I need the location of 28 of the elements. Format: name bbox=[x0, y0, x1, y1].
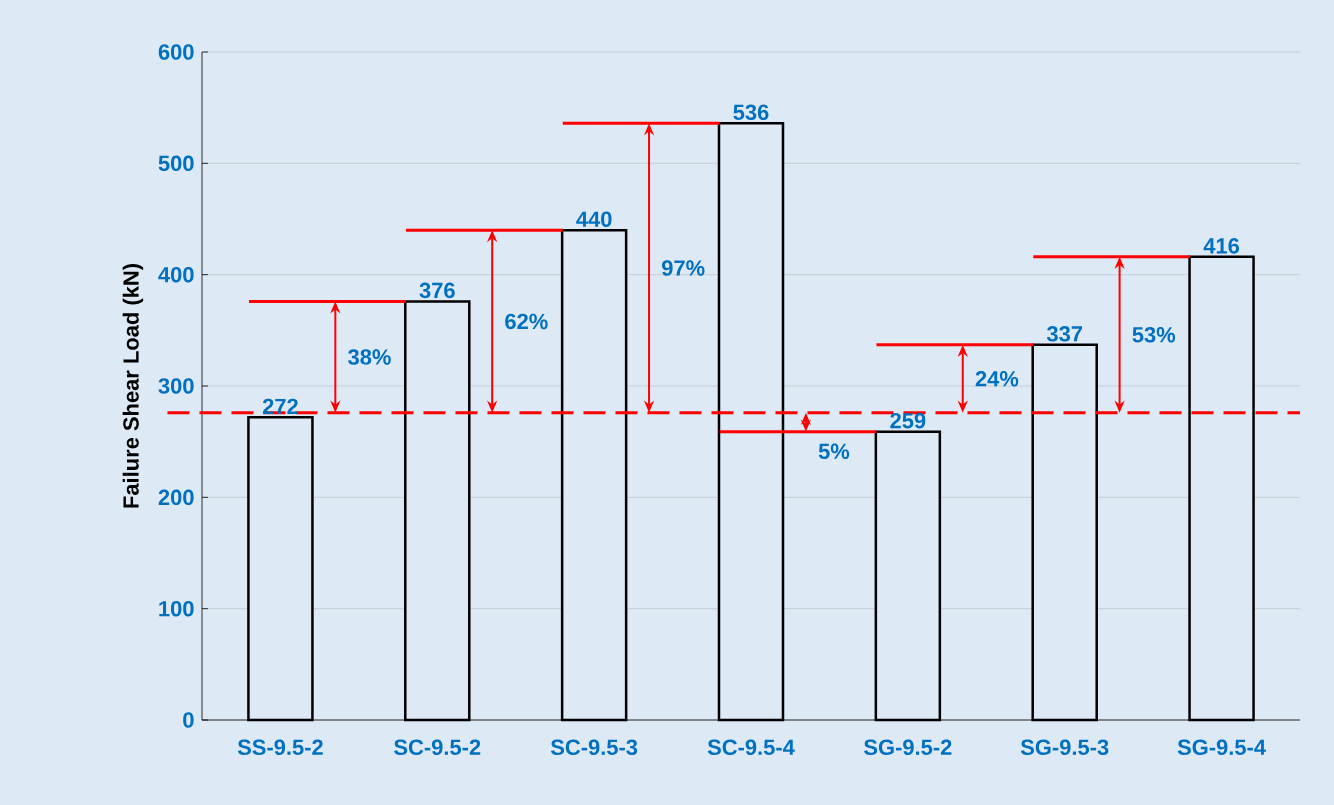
data-label: 272 bbox=[262, 398, 298, 414]
annotation: 62% bbox=[505, 313, 548, 330]
x-tick-label: SS-9.5-2 bbox=[237, 739, 323, 756]
x-tick-label: SG-9.5-3 bbox=[1020, 739, 1109, 756]
y-tick-label: 400 bbox=[158, 266, 194, 283]
y-tick-label: 300 bbox=[158, 378, 194, 394]
data-label: 440 bbox=[576, 211, 612, 227]
y-tick-label: 100 bbox=[159, 600, 194, 617]
y-tick-label: 0 bbox=[183, 712, 194, 728]
y-tick-label: 600 bbox=[158, 44, 194, 60]
x-tick-label: SG-9.5-4 bbox=[1177, 739, 1266, 756]
x-tick-label: SC-9.5-3 bbox=[550, 739, 638, 756]
data-label: 376 bbox=[419, 282, 455, 299]
annotation: 24% bbox=[975, 371, 1019, 387]
annotation: 97% bbox=[662, 260, 705, 276]
annotation: 38% bbox=[348, 349, 391, 365]
data-label: 259 bbox=[890, 412, 926, 429]
x-tick-label: SC-9.5-2 bbox=[394, 739, 481, 756]
x-tick-label: SC-9.5-4 bbox=[707, 739, 795, 756]
y-tick-label: 500 bbox=[158, 155, 194, 172]
annotation: 5% bbox=[818, 443, 850, 460]
data-label: 416 bbox=[1203, 238, 1240, 254]
data-label: 337 bbox=[1046, 326, 1083, 342]
x-tick-label: SG-9.5-2 bbox=[864, 739, 952, 756]
y-axis-title: Failure Shear Load (kN) bbox=[122, 264, 144, 508]
annotation: 53% bbox=[1132, 327, 1176, 343]
y-tick-label: 200 bbox=[158, 489, 194, 506]
data-label: 536 bbox=[733, 104, 769, 121]
